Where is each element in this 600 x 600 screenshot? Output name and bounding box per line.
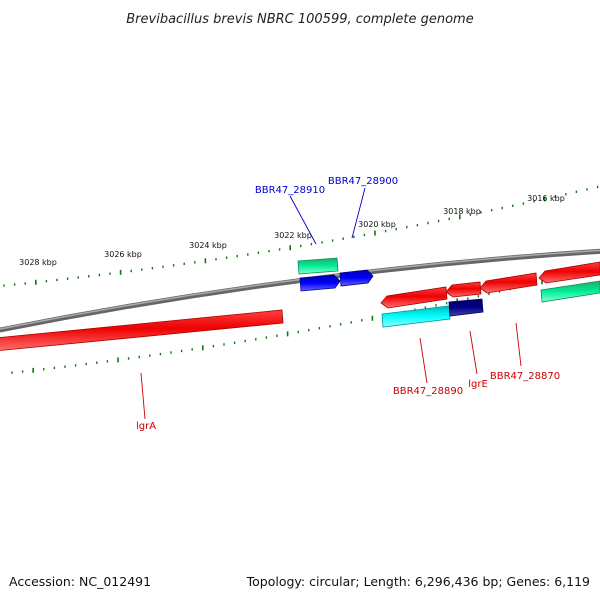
label-lgra[interactable]: lgrA xyxy=(136,421,156,432)
scale-label-3020: 3020 kbp xyxy=(358,220,396,229)
accession-text: Accession: NC_012491 xyxy=(9,574,151,589)
gene-bbr47-28870[interactable] xyxy=(479,272,538,294)
scale-label-3022: 3022 kbp xyxy=(274,231,312,240)
gene-lgre-inner[interactable] xyxy=(448,298,484,317)
scale-label-3016: 3016 kbp xyxy=(527,194,565,203)
scale-labels: 3028 kbp 3026 kbp 3024 kbp 3022 kbp 3020… xyxy=(19,194,565,267)
gene-red-right[interactable] xyxy=(538,261,600,284)
label-bbr47-28890[interactable]: BBR47_28890 xyxy=(393,386,463,397)
label-bbr47-28910[interactable]: BBR47_28910 xyxy=(255,185,325,196)
genome-title: Brevibacillus brevis NBRC 100599, comple… xyxy=(126,12,473,27)
scale-label-3024: 3024 kbp xyxy=(189,241,227,250)
gene-bbr47-28890[interactable] xyxy=(381,305,451,328)
gene-bbr47-28900[interactable] xyxy=(299,269,374,292)
gene-lgre[interactable] xyxy=(445,281,482,298)
gene-green-right[interactable] xyxy=(540,280,600,303)
topology-text: Topology: circular; Length: 6,296,436 bp… xyxy=(246,574,590,589)
label-lgre[interactable]: lgrE xyxy=(468,379,488,390)
scale-label-3018: 3018 kbp xyxy=(443,207,481,216)
gene-lgra[interactable] xyxy=(0,309,284,351)
label-bbr47-28870[interactable]: BBR47_28870 xyxy=(490,371,560,382)
gene-bbr47-28890-red[interactable] xyxy=(380,286,448,309)
scale-label-3028: 3028 kbp xyxy=(19,258,57,267)
forward-strand-ticks xyxy=(3,185,599,287)
gene-bbr47-28910[interactable] xyxy=(297,257,339,275)
scale-label-3026: 3026 kbp xyxy=(104,250,142,259)
callout-lines xyxy=(140,187,522,420)
label-bbr47-28900[interactable]: BBR47_28900 xyxy=(328,176,398,187)
